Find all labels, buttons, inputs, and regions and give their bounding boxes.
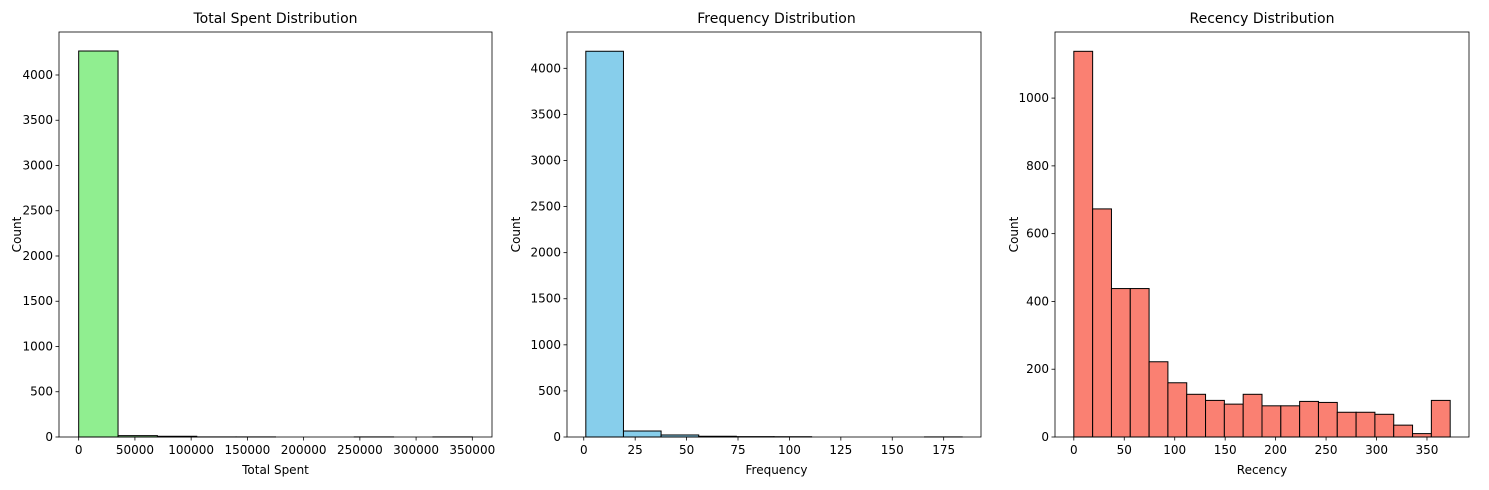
histogram-bar — [1242, 393, 1263, 438]
y-tick-label: 600 — [1026, 227, 1049, 241]
plot-frame — [1054, 31, 1470, 438]
histogram-bar — [1280, 405, 1301, 438]
x-ticks: 0 25 50 75 100 125 150 175 — [580, 437, 955, 457]
x-tick-label: 0 — [580, 443, 588, 457]
x-tick-label: 200000 — [281, 443, 327, 457]
y-ticks: 0 200 400 600 800 1000 — [1018, 91, 1055, 444]
x-tick-label: 50 — [679, 443, 694, 457]
x-tick-label: 100 — [1163, 443, 1186, 457]
x-tick-label: 350 — [1416, 443, 1439, 457]
histogram-bar — [1412, 433, 1432, 438]
y-tick-label: 2500 — [22, 204, 53, 218]
histogram-bar — [1073, 50, 1094, 438]
chart-title: Frequency Distribution — [697, 11, 855, 27]
y-tick-label: 1500 — [530, 292, 561, 306]
x-tick-label: 25 — [628, 443, 643, 457]
y-tick-label: 1000 — [22, 339, 53, 353]
y-tick-label: 200 — [1026, 362, 1049, 376]
x-tick-label: 150000 — [224, 443, 270, 457]
y-tick-label: 1000 — [530, 338, 561, 352]
chart-title: Recency Distribution — [1189, 11, 1334, 27]
histogram-bar — [1092, 208, 1112, 438]
y-ticks: 0 500 1000 1500 2000 2500 3000 3500 4000 — [22, 68, 59, 444]
y-ticks: 0 500 1000 1500 2000 2500 3000 3500 4000 — [530, 61, 567, 444]
x-tick-label: 125 — [829, 443, 852, 457]
x-axis-label: Frequency — [746, 463, 808, 477]
histogram-bar — [1317, 401, 1338, 438]
y-tick-label: 4000 — [530, 61, 561, 75]
x-tick-label: 250 — [1315, 443, 1338, 457]
histogram-bar — [1374, 413, 1395, 438]
histogram-bar — [1186, 393, 1207, 438]
chart-title: Total Spent Distribution — [192, 11, 357, 27]
x-axis-label: Recency — [1237, 463, 1287, 477]
y-tick-label: 2000 — [530, 246, 561, 260]
plot-frame — [566, 31, 982, 438]
y-tick-label: 3000 — [22, 158, 53, 172]
x-tick-label: 175 — [932, 443, 955, 457]
bars-group — [1073, 50, 1451, 438]
plot-frame — [58, 31, 493, 438]
y-tick-label: 400 — [1026, 294, 1049, 308]
x-ticks: 0 50000 100000 150000 200000 250000 300000 3500… — [75, 437, 495, 457]
x-tick-label: 50000 — [116, 443, 154, 457]
y-tick-label: 0 — [45, 430, 53, 444]
x-tick-label: 0 — [75, 443, 83, 457]
histogram-bar — [1223, 403, 1244, 438]
y-axis-label: Count — [1007, 216, 1021, 252]
histogram-bar — [1261, 405, 1282, 438]
histogram-bar — [585, 50, 624, 438]
y-tick-label: 3500 — [530, 107, 561, 121]
bars-group — [585, 50, 963, 438]
y-axis-label: Count — [10, 216, 24, 252]
histogram-bar — [1430, 399, 1451, 438]
y-tick-label: 2000 — [22, 249, 53, 263]
x-ticks: 0 50 100 150 200 250 300 350 — [1070, 437, 1438, 457]
x-tick-label: 300 — [1365, 443, 1388, 457]
panel-recency: Recency Distribution 0 50 100 150 200 250 300 3… — [1007, 11, 1470, 477]
histogram-bar — [1355, 411, 1376, 438]
histogram-bar — [622, 430, 662, 438]
panel-frequency: Frequency Distribution 0 25 50 75 100 125 150 1… — [509, 11, 982, 477]
histogram-bar — [1299, 400, 1319, 438]
y-tick-label: 3000 — [530, 153, 561, 167]
histogram-bar — [1393, 424, 1414, 438]
y-tick-label: 1000 — [1018, 91, 1049, 105]
x-tick-label: 50 — [1117, 443, 1132, 457]
y-tick-label: 500 — [30, 385, 53, 399]
x-tick-label: 300000 — [393, 443, 439, 457]
y-tick-label: 1500 — [22, 294, 53, 308]
panel-total-spent: Total Spent Distribution 0 50000 100000 150… — [10, 11, 495, 477]
x-tick-label: 75 — [730, 443, 745, 457]
x-tick-label: 200 — [1264, 443, 1287, 457]
histogram-bar — [1148, 361, 1169, 438]
x-tick-label: 0 — [1070, 443, 1078, 457]
x-axis-label: Total Spent — [241, 463, 309, 477]
histogram-bar — [1129, 288, 1150, 438]
x-tick-label: 100000 — [168, 443, 214, 457]
y-tick-label: 2500 — [530, 200, 561, 214]
y-tick-label: 0 — [1041, 430, 1049, 444]
y-tick-label: 800 — [1026, 159, 1049, 173]
x-tick-label: 350000 — [449, 443, 495, 457]
x-tick-label: 100 — [778, 443, 801, 457]
y-tick-label: 4000 — [22, 68, 53, 82]
histogram-bar — [1336, 411, 1357, 438]
histogram-bar — [1110, 288, 1131, 438]
y-axis-label: Count — [509, 216, 523, 252]
histogram-bar — [1167, 382, 1188, 438]
x-tick-label: 250000 — [337, 443, 383, 457]
bars-group — [78, 50, 473, 438]
histogram-bar — [78, 50, 119, 438]
x-tick-label: 150 — [881, 443, 904, 457]
histogram-bar — [1205, 399, 1225, 438]
y-tick-label: 500 — [538, 384, 561, 398]
x-tick-label: 150 — [1214, 443, 1237, 457]
y-tick-label: 0 — [553, 430, 561, 444]
y-tick-label: 3500 — [22, 113, 53, 127]
